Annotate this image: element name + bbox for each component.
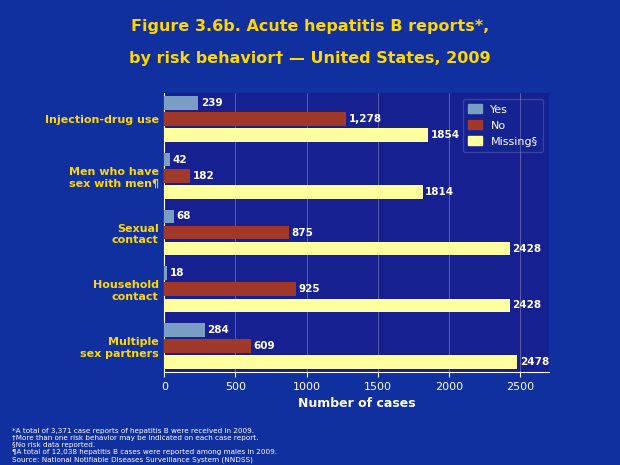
Text: 42: 42	[173, 155, 187, 165]
Legend: Yes, No, Missing§: Yes, No, Missing§	[463, 99, 543, 152]
Text: 875: 875	[291, 227, 313, 238]
X-axis label: Number of cases: Number of cases	[298, 397, 415, 410]
Bar	[164, 128, 428, 142]
Bar	[164, 226, 289, 239]
Bar	[164, 96, 198, 110]
Text: 2428: 2428	[513, 300, 542, 310]
Bar	[164, 153, 171, 166]
Text: 2428: 2428	[513, 244, 542, 253]
Text: 1814: 1814	[425, 187, 454, 197]
Bar	[164, 242, 510, 255]
Bar	[164, 299, 510, 312]
Text: 2478: 2478	[520, 357, 549, 367]
Bar	[164, 112, 346, 126]
Text: 68: 68	[177, 212, 191, 221]
Bar	[164, 283, 296, 296]
Text: by risk behavior† — United States, 2009: by risk behavior† — United States, 2009	[129, 51, 491, 66]
Bar	[164, 323, 205, 337]
Bar	[164, 210, 174, 223]
Text: 1854: 1854	[431, 130, 460, 140]
Bar	[164, 339, 251, 353]
Text: Figure 3.6b. Acute hepatitis B reports*,: Figure 3.6b. Acute hepatitis B reports*,	[131, 19, 489, 33]
Bar	[164, 266, 167, 280]
Bar	[164, 355, 517, 369]
Text: 284: 284	[207, 325, 229, 335]
Text: 609: 609	[254, 341, 275, 351]
Bar	[164, 169, 190, 182]
Text: 182: 182	[193, 171, 215, 181]
Text: 18: 18	[169, 268, 184, 278]
Bar	[164, 185, 423, 199]
Text: 925: 925	[299, 284, 320, 294]
Text: 1,278: 1,278	[349, 114, 382, 124]
Text: 239: 239	[201, 98, 223, 108]
Text: *A total of 3,371 case reports of hepatitis B were received in 2009.
†More than : *A total of 3,371 case reports of hepati…	[12, 428, 277, 463]
